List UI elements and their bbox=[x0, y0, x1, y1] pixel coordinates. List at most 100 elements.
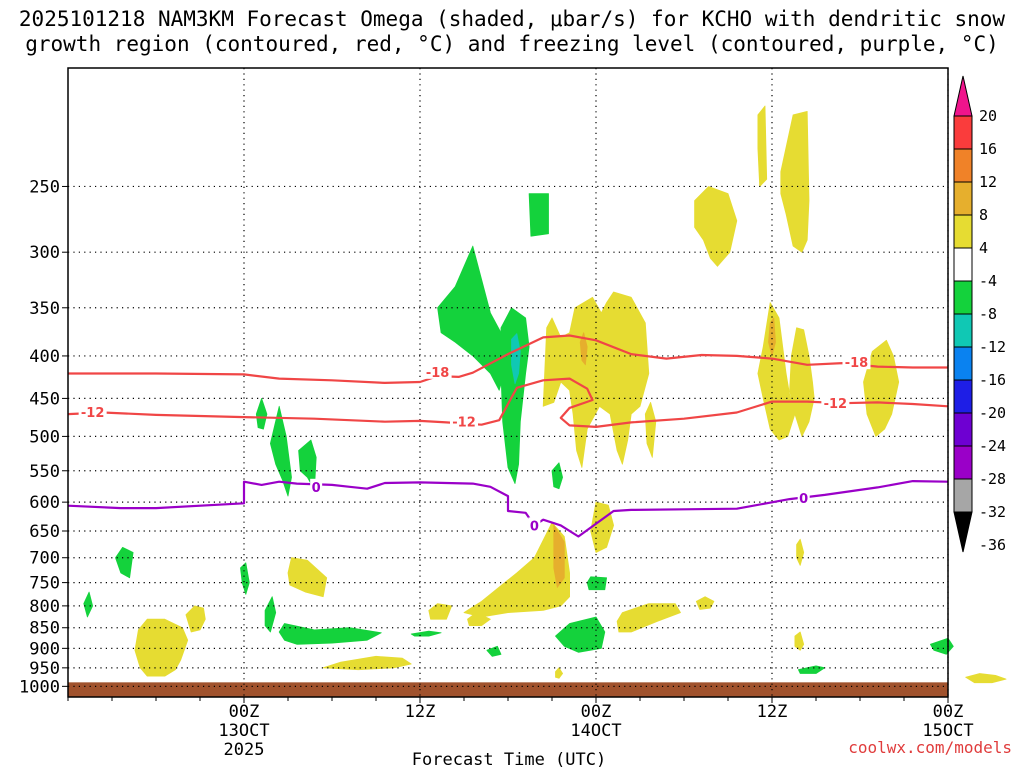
colorbar-label: -24 bbox=[979, 437, 1006, 455]
contour-label: 0 bbox=[312, 481, 321, 496]
colorbar-label: 20 bbox=[979, 107, 997, 125]
x-tick-date: 15OCT bbox=[922, 721, 973, 741]
contour-label-bg bbox=[821, 395, 850, 411]
colorbar-label: -20 bbox=[979, 404, 1006, 422]
gridlines bbox=[68, 68, 949, 697]
colorbar-label: -16 bbox=[979, 371, 1006, 389]
omega-region-38 bbox=[467, 612, 491, 626]
colorbar-label: 8 bbox=[979, 206, 988, 224]
y-tick-label: 300 bbox=[29, 243, 60, 263]
colorbar-swatch bbox=[953, 115, 973, 150]
omega-region-11 bbox=[264, 596, 277, 633]
colorbar-swatch bbox=[953, 478, 973, 513]
contour-label: -18 bbox=[845, 356, 869, 371]
colorbar-swatch bbox=[953, 379, 973, 414]
omega-region-3 bbox=[528, 193, 549, 237]
omega-region-5 bbox=[255, 397, 268, 430]
y-tick-label: 850 bbox=[29, 619, 60, 639]
y-tick-label: 500 bbox=[29, 427, 60, 447]
y-tick-label: 400 bbox=[29, 347, 60, 367]
contour-label-bg bbox=[797, 489, 810, 505]
omega-region-36 bbox=[322, 655, 412, 671]
colorbar-swatch bbox=[953, 148, 973, 183]
omega-region-34 bbox=[185, 605, 206, 633]
contour-label: -12 bbox=[81, 406, 105, 421]
y-tick-label: 900 bbox=[29, 639, 60, 659]
omega-region-43 bbox=[794, 631, 805, 651]
x-tick-label: 00Z bbox=[581, 702, 612, 722]
omega-region-12 bbox=[278, 623, 382, 645]
omega-region-26 bbox=[757, 302, 796, 441]
credit-text: coolwx.com/models bbox=[848, 738, 1012, 757]
colorbar-swatch bbox=[953, 346, 973, 381]
omega-region-23 bbox=[579, 332, 588, 366]
omega-region-9 bbox=[83, 591, 93, 618]
x-tick-label: 12Z bbox=[757, 702, 788, 722]
colorbar-swatch bbox=[953, 181, 973, 216]
contour-label: -12 bbox=[452, 416, 476, 431]
omega-region-19 bbox=[798, 665, 826, 674]
colorbar-swatch bbox=[953, 412, 973, 447]
omega-region-33 bbox=[134, 618, 189, 677]
x-tick-label: 00Z bbox=[229, 702, 260, 722]
chart-title-line-2: growth region (contoured, red, °C) and f… bbox=[25, 32, 999, 56]
contour-label-bg bbox=[78, 403, 107, 419]
omega-region-8 bbox=[115, 546, 134, 579]
omega-region-39 bbox=[616, 603, 681, 633]
omega-region-21 bbox=[553, 525, 565, 588]
x-tick-date: 13OCT bbox=[218, 721, 269, 741]
colorbar-swatch bbox=[953, 214, 973, 249]
omega-region-13 bbox=[410, 630, 442, 637]
contour-label-bg bbox=[423, 363, 452, 379]
contour-label-bg bbox=[310, 478, 323, 494]
y-tick-label: 350 bbox=[29, 299, 60, 319]
y-tick-label: 650 bbox=[29, 522, 60, 542]
y-tick-label: 750 bbox=[29, 574, 60, 594]
omega-region-4 bbox=[269, 405, 292, 497]
colorbar-label: -12 bbox=[979, 338, 1006, 356]
contour-label: -18 bbox=[426, 366, 450, 381]
colorbar-label: 16 bbox=[979, 140, 997, 158]
x-axis-label: Forecast Time (UTC) bbox=[412, 750, 606, 768]
contour-label-bg bbox=[450, 413, 478, 429]
x-tick-date: 14OCT bbox=[570, 721, 621, 741]
y-tick-label: 600 bbox=[29, 493, 60, 513]
omega-region-7 bbox=[551, 462, 563, 490]
y-axis: 2503003504004505005506006507007508008509… bbox=[19, 177, 68, 697]
colorbar-swatch bbox=[953, 313, 973, 348]
omega-region-37 bbox=[428, 603, 453, 620]
omega-region-2 bbox=[511, 333, 521, 385]
contour-labels: -18 -12 -12 -18 -12 0 0 0 bbox=[78, 354, 871, 534]
chart-title-line-1: 2025101218 NAM3KM Forecast Omega (shaded… bbox=[19, 7, 1006, 31]
colorbar-label: -8 bbox=[979, 305, 997, 323]
y-tick-label: 800 bbox=[29, 597, 60, 617]
omega-region-35 bbox=[287, 557, 328, 598]
contour-label: 0 bbox=[530, 519, 539, 534]
contour-label: -12 bbox=[824, 397, 848, 412]
colorbar-label: -32 bbox=[979, 503, 1006, 521]
omega-region-42 bbox=[796, 538, 805, 566]
colorbar-label: 4 bbox=[979, 239, 988, 257]
colorbar-swatch bbox=[953, 445, 973, 480]
colorbar-label: -28 bbox=[979, 470, 1006, 488]
omega-region-25 bbox=[644, 401, 657, 458]
y-tick-label: 450 bbox=[29, 389, 60, 409]
colorbar-label: -4 bbox=[979, 272, 997, 290]
colorbar-swatch bbox=[953, 280, 973, 315]
colorbar-label: 12 bbox=[979, 173, 997, 191]
omega-region-31 bbox=[780, 111, 810, 253]
omega-region-17 bbox=[486, 645, 502, 657]
colorbar-legend: 20 16 12 8 4 -4 -8 -12 -16 -20 -24 -28 -32 -36 bbox=[953, 75, 1006, 554]
y-tick-label: 1000 bbox=[19, 677, 60, 697]
ground-band bbox=[68, 682, 948, 697]
omega-region-15 bbox=[586, 576, 607, 591]
colorbar-bottom-arrow bbox=[953, 511, 973, 553]
colorbar-swatch bbox=[953, 247, 973, 282]
omega-region-32 bbox=[757, 105, 768, 187]
contour-label-bg bbox=[528, 517, 541, 533]
contour-label-bg bbox=[842, 354, 871, 370]
contour-line-2 bbox=[68, 480, 948, 538]
y-tick-label: 700 bbox=[29, 549, 60, 569]
